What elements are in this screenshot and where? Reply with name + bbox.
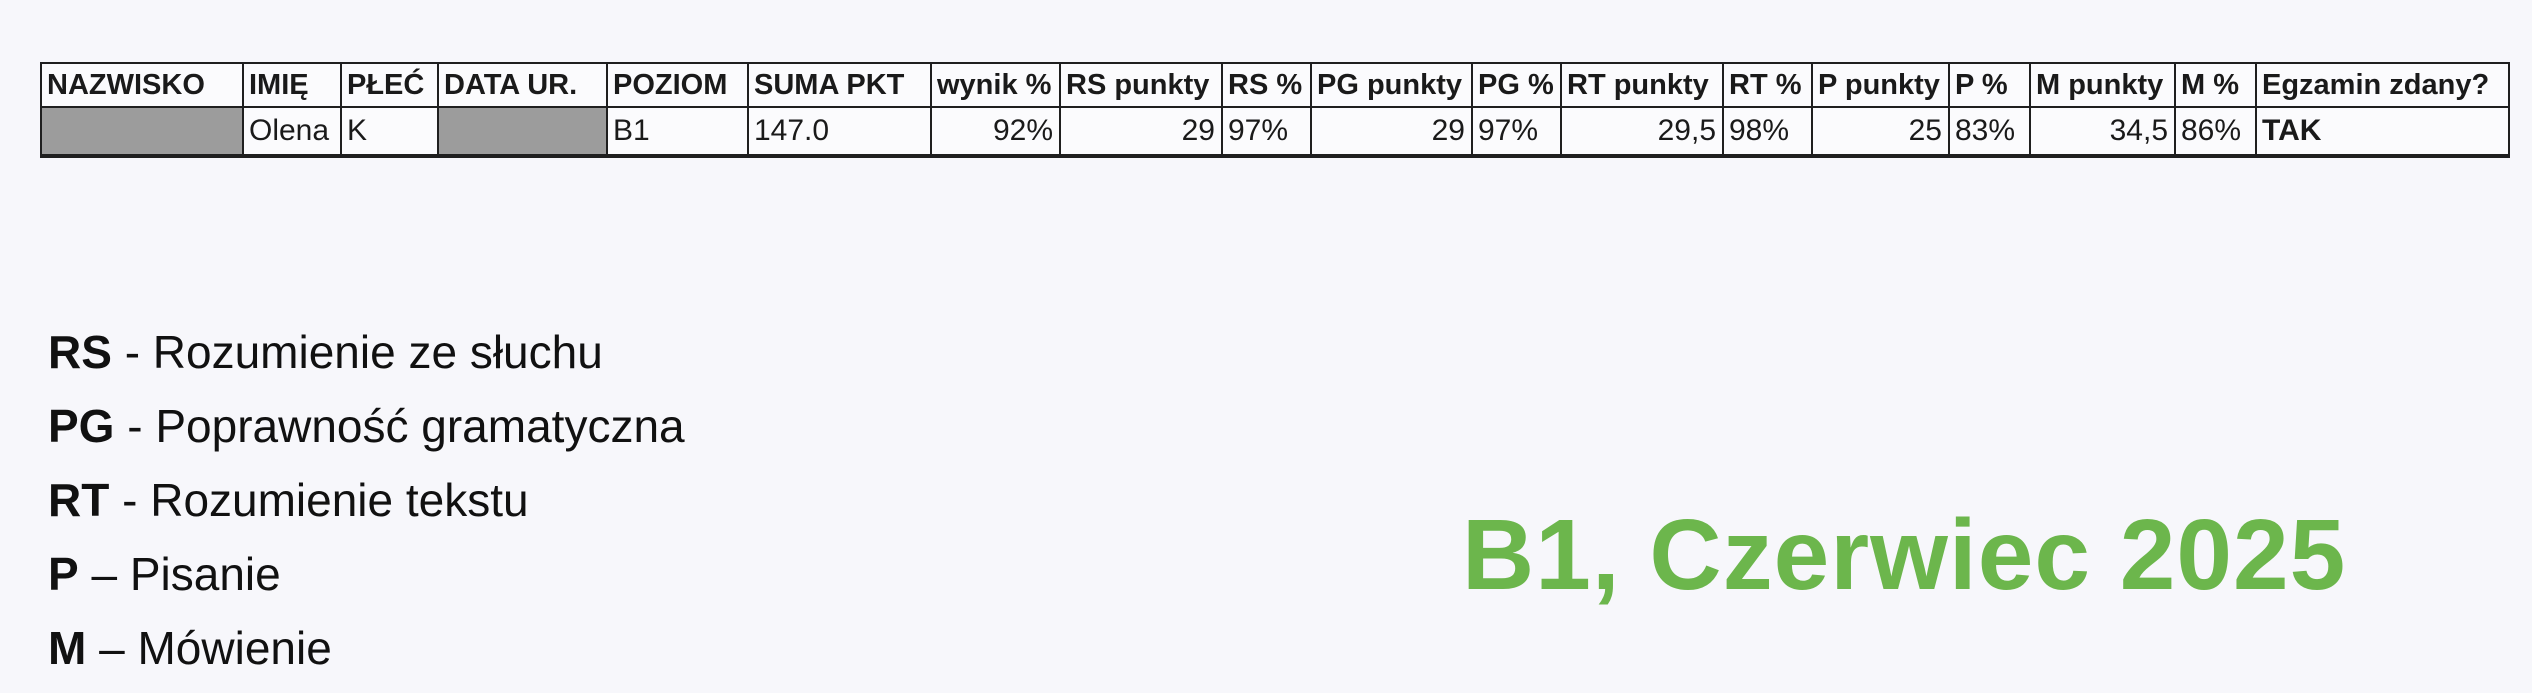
cell-poziom[interactable]: B1 bbox=[606, 106, 749, 158]
legend-abbr-pg: PG bbox=[48, 400, 115, 452]
cell-nazwisko-redacted[interactable] bbox=[40, 106, 244, 158]
legend-separator: - bbox=[124, 326, 141, 378]
cell-data-ur-redacted[interactable] bbox=[437, 106, 608, 158]
legend-separator: – bbox=[91, 548, 118, 600]
legend-item-m: M – Mówienie bbox=[48, 611, 685, 685]
header-cell-nazwisko[interactable]: NAZWISKO bbox=[40, 62, 244, 108]
cell-plec[interactable]: K bbox=[340, 106, 439, 158]
cell-suma-pkt[interactable]: 147.0 bbox=[747, 106, 932, 158]
header-cell-rs-pct[interactable]: RS % bbox=[1221, 62, 1312, 108]
exam-results-table: NAZWISKO IMIĘ PŁEĆ DATA UR. POZIOM SUMA … bbox=[40, 62, 2510, 158]
legend-abbr-m: M bbox=[48, 622, 87, 674]
cell-egzamin-zdany[interactable]: TAK bbox=[2255, 106, 2510, 158]
header-cell-m-punkty[interactable]: M punkty bbox=[2029, 62, 2176, 108]
cell-pg-pct[interactable]: 97% bbox=[1471, 106, 1562, 158]
legend-label-rt: Rozumienie tekstu bbox=[150, 474, 529, 526]
cell-p-pct[interactable]: 83% bbox=[1948, 106, 2031, 158]
header-cell-suma-pkt[interactable]: SUMA PKT bbox=[747, 62, 932, 108]
legend-label-pg: Poprawność gramatyczna bbox=[155, 400, 685, 452]
cell-pg-punkty[interactable]: 29 bbox=[1310, 106, 1473, 158]
legend-separator: - bbox=[127, 400, 143, 452]
cell-p-punkty[interactable]: 25 bbox=[1811, 106, 1950, 158]
cell-wynik-pct[interactable]: 92% bbox=[930, 106, 1061, 158]
table-row: Olena K B1 147.0 92% 29 97% 29 97% 29,5 … bbox=[40, 106, 2510, 158]
legend-abbr-rs: RS bbox=[48, 326, 112, 378]
header-cell-p-pct[interactable]: P % bbox=[1948, 62, 2031, 108]
legend-abbr-p: P bbox=[48, 548, 79, 600]
legend-item-pg: PG - Poprawność gramatyczna bbox=[48, 389, 685, 463]
cell-imie[interactable]: Olena bbox=[242, 106, 342, 158]
cell-rt-punkty[interactable]: 29,5 bbox=[1560, 106, 1724, 158]
cell-rs-pct[interactable]: 97% bbox=[1221, 106, 1312, 158]
header-cell-rt-pct[interactable]: RT % bbox=[1722, 62, 1813, 108]
header-cell-data-ur[interactable]: DATA UR. bbox=[437, 62, 608, 108]
legend-abbr-rt: RT bbox=[48, 474, 110, 526]
legend-separator: – bbox=[99, 622, 125, 674]
table-header-row: NAZWISKO IMIĘ PŁEĆ DATA UR. POZIOM SUMA … bbox=[40, 62, 2510, 108]
abbreviation-legend: RS - Rozumienie ze słuchu PG - Poprawnoś… bbox=[48, 315, 685, 685]
header-cell-wynik-pct[interactable]: wynik % bbox=[930, 62, 1061, 108]
legend-label-rs: Rozumienie ze słuchu bbox=[152, 326, 603, 378]
header-cell-p-punkty[interactable]: P punkty bbox=[1811, 62, 1950, 108]
legend-item-p: P – Pisanie bbox=[48, 537, 685, 611]
legend-label-p: Pisanie bbox=[129, 548, 281, 600]
header-cell-m-pct[interactable]: M % bbox=[2174, 62, 2257, 108]
cell-rs-punkty[interactable]: 29 bbox=[1059, 106, 1223, 158]
cell-rt-pct[interactable]: 98% bbox=[1722, 106, 1813, 158]
header-cell-pg-punkty[interactable]: PG punkty bbox=[1310, 62, 1473, 108]
header-cell-imie[interactable]: IMIĘ bbox=[242, 62, 342, 108]
legend-item-rs: RS - Rozumienie ze słuchu bbox=[48, 315, 685, 389]
legend-separator: - bbox=[122, 474, 138, 526]
legend-item-rt: RT - Rozumienie tekstu bbox=[48, 463, 685, 537]
cell-m-pct[interactable]: 86% bbox=[2174, 106, 2257, 158]
header-cell-pg-pct[interactable]: PG % bbox=[1471, 62, 1562, 108]
header-cell-rt-punkty[interactable]: RT punkty bbox=[1560, 62, 1724, 108]
cell-m-punkty[interactable]: 34,5 bbox=[2029, 106, 2176, 158]
legend-label-m: Mówienie bbox=[137, 622, 332, 674]
header-cell-poziom[interactable]: POZIOM bbox=[606, 62, 749, 108]
header-cell-rs-punkty[interactable]: RS punkty bbox=[1059, 62, 1223, 108]
header-cell-plec[interactable]: PŁEĆ bbox=[340, 62, 439, 108]
exam-session-label: B1, Czerwiec 2025 bbox=[1462, 499, 2347, 611]
header-cell-egzamin-zdany[interactable]: Egzamin zdany? bbox=[2255, 62, 2510, 108]
